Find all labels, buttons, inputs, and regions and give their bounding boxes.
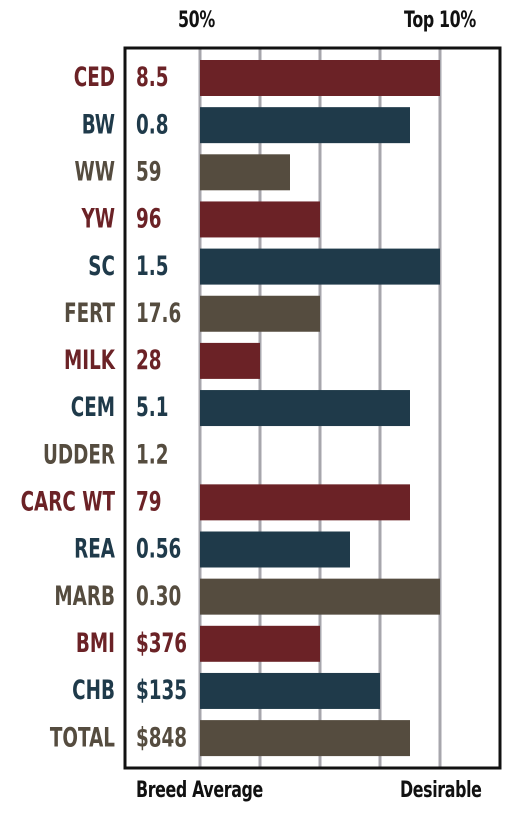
value-label: $848 <box>136 723 187 753</box>
value-label: $376 <box>136 629 187 659</box>
value-label: 8.5 <box>136 63 169 93</box>
trait-label: BW <box>82 110 115 140</box>
value-label: 17.6 <box>136 299 181 329</box>
bar-cem <box>200 390 410 427</box>
value-label: $135 <box>136 676 187 706</box>
chart-frame <box>123 46 502 770</box>
bar-ww <box>200 154 290 191</box>
trait-label: CED <box>74 63 115 93</box>
value-label: 1.5 <box>136 251 169 281</box>
bar-chb <box>200 672 380 709</box>
trait-label: YW <box>81 204 115 234</box>
trait-label: SC <box>88 251 115 281</box>
header-right-label: Top 10% <box>404 8 476 33</box>
value-label: 5.1 <box>136 393 169 423</box>
bar-bmi <box>200 625 320 662</box>
trait-label: TOTAL <box>50 723 115 753</box>
footer-right-label: Desirable <box>400 778 482 803</box>
bar-fert <box>200 295 320 332</box>
value-label: 59 <box>136 157 162 187</box>
trait-label: CEM <box>71 393 115 423</box>
bar-total <box>200 720 410 757</box>
trait-label: REA <box>74 534 115 564</box>
footer-left-label: Breed Average <box>136 778 263 803</box>
trait-label: CHB <box>72 676 115 706</box>
value-label: 79 <box>136 487 162 517</box>
trait-label: MARB <box>54 581 115 611</box>
bar-sc <box>200 248 440 285</box>
bar-rea <box>200 531 350 568</box>
value-label: 1.2 <box>136 440 169 470</box>
value-label: 28 <box>136 346 162 376</box>
trait-label: BMI <box>76 629 115 659</box>
value-label: 96 <box>136 204 162 234</box>
trait-label: WW <box>75 157 115 187</box>
bar-yw <box>200 201 320 238</box>
bar-carc-wt <box>200 484 410 521</box>
bar-marb <box>200 578 440 615</box>
bar-ced <box>200 60 440 96</box>
trait-label: FERT <box>64 299 115 329</box>
bar-bw <box>200 107 410 144</box>
value-label: 0.30 <box>136 581 181 611</box>
value-label: 0.56 <box>136 534 181 564</box>
header-left-label: 50% <box>178 8 215 33</box>
value-label: 0.8 <box>136 110 169 140</box>
trait-label: UDDER <box>43 440 115 470</box>
bar-milk <box>200 342 260 379</box>
trait-label: MILK <box>64 346 116 376</box>
trait-label: CARC WT <box>21 487 116 517</box>
